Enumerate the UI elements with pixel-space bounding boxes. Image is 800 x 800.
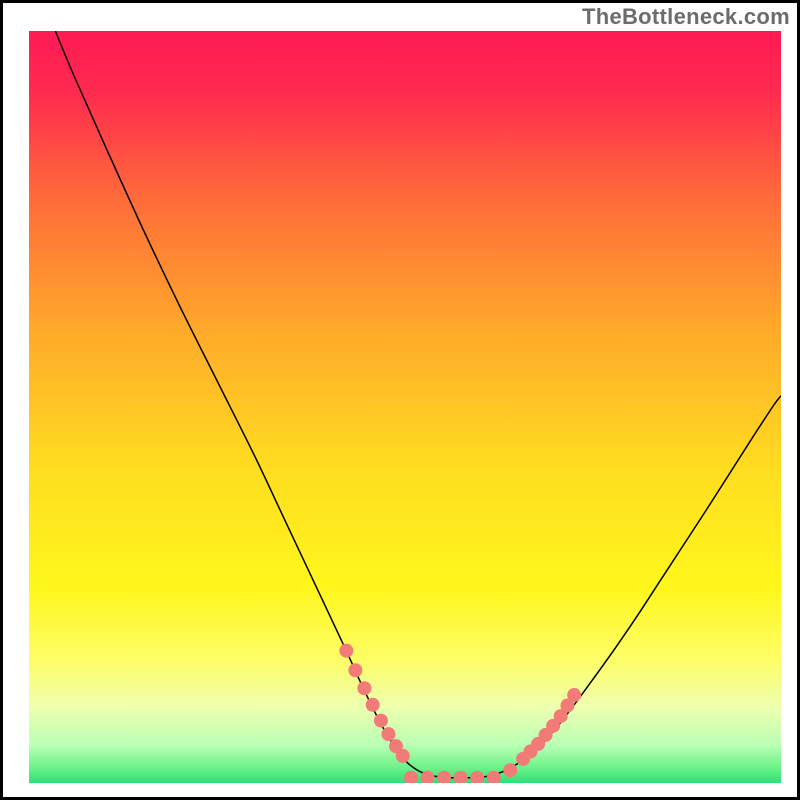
- gradient-background: [29, 31, 781, 783]
- chart-frame: [0, 0, 800, 800]
- plot-area: [29, 31, 781, 783]
